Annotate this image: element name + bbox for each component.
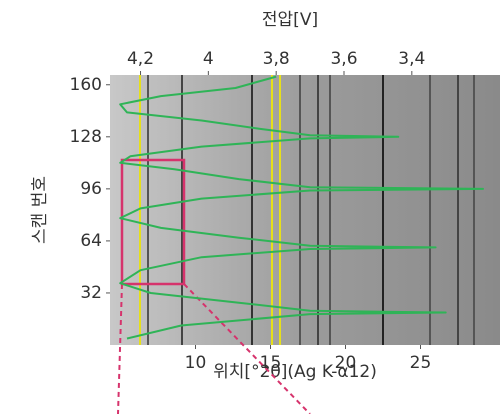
diffraction-map xyxy=(110,75,500,345)
top-axis-label: 전압[V] xyxy=(262,10,318,30)
x-tick-label: 15 xyxy=(260,353,282,373)
y-tick-label: 160 xyxy=(70,75,102,95)
x2-tick-label: 4,2 xyxy=(127,49,154,69)
y-tick-label: 64 xyxy=(80,231,102,251)
x-tick-label: 25 xyxy=(410,353,432,373)
y-tick-label: 96 xyxy=(80,179,102,199)
chart: 전압[V] 위치[°2θ](Ag K-α12) 스캔 번호 101520254,… xyxy=(0,0,500,414)
y-axis-label: 스캔 번호 xyxy=(30,176,50,244)
x2-tick-label: 4 xyxy=(203,49,214,69)
x2-tick-label: 3,6 xyxy=(330,49,357,69)
x-tick-label: 10 xyxy=(185,353,207,373)
x2-tick-label: 3,4 xyxy=(398,49,425,69)
page: {"chart_data": { "type": "line", "top_ax… xyxy=(0,0,500,414)
x-tick-label: 20 xyxy=(335,353,357,373)
x2-tick-label: 3,8 xyxy=(263,49,290,69)
y-tick-label: 32 xyxy=(80,283,102,303)
y-tick-label: 128 xyxy=(70,127,102,147)
